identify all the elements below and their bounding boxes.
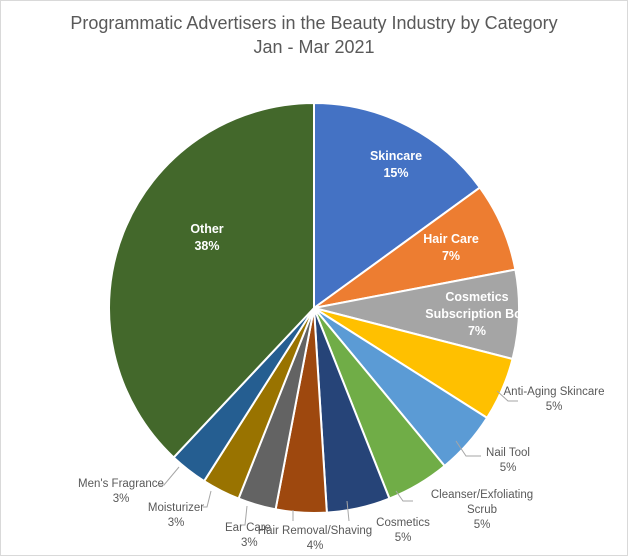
label-percent: 5% [546,401,563,413]
label-category: Men's Fragrance [78,478,164,490]
data-label-skincare: Skincare 15% [370,149,422,180]
slice-other [108,101,315,459]
label-category: Skincare [370,149,422,163]
label-percent: 38% [194,239,219,253]
label-percent: 4% [307,540,324,552]
data-label-cosmetics-subscription-box: Cosmetics Subscription Box 7% [425,290,529,338]
label-category: Moisturizer [148,502,204,514]
label-category: Cosmetics [445,290,508,304]
chart-subtitle: Jan - Mar 2021 [253,37,375,57]
data-label-hair-removal-shaving: Hair Removal/Shaving 4% [258,525,372,552]
label-category: Hair Removal/Shaving [258,525,372,537]
label-category: Other [190,222,223,236]
label-percent: 3% [241,537,258,549]
leader-line-anti-aging-skincare [496,390,518,402]
label-percent: 5% [474,519,491,531]
data-label-moisturizer: Moisturizer 3% [148,502,204,529]
data-label-hair-care: Hair Care 7% [423,232,479,263]
data-label-cosmetics: Cosmetics 5% [376,517,430,544]
data-label-nail-tool: Nail Tool 5% [486,447,530,474]
label-category: Subscription Box [425,307,529,321]
leader-line-men-s-fragrance [157,466,180,486]
data-label-ear-care: Ear Care 3% [225,522,271,549]
label-category: Cleanser/Exfoliating [431,489,533,501]
label-percent: 3% [168,517,185,529]
chart-title: Programmatic Advertisers in the Beauty I… [70,13,558,33]
label-percent: 7% [468,324,486,338]
label-percent: 3% [113,493,130,505]
label-percent: 15% [383,166,408,180]
label-category: Scrub [467,504,497,516]
data-label-other: Other 38% [190,222,223,253]
label-category: Cosmetics [376,517,430,529]
label-category: Hair Care [423,232,479,246]
leader-line-cleanser-exfoliating-scrub [395,490,413,502]
leader-line-nail-tool [455,440,481,457]
leader-line-ear-care [241,505,248,526]
label-category: Anti-Aging Skincare [504,386,605,398]
leader-line-cosmetics [346,500,350,522]
data-label-cleanser-exfoliating-scrub: Cleanser/Exfoliating Scrub 5% [431,489,533,531]
data-label-men-s-fragrance: Men's Fragrance 3% [78,478,164,505]
label-category: Ear Care [225,522,271,534]
label-percent: 5% [500,462,517,474]
label-percent: 7% [442,249,460,263]
slice-skincare [313,101,482,310]
data-label-anti-aging-skincare: Anti-Aging Skincare 5% [504,386,605,413]
leader-line-moisturizer [203,490,212,508]
label-category: Nail Tool [486,447,530,459]
label-percent: 5% [395,532,412,544]
